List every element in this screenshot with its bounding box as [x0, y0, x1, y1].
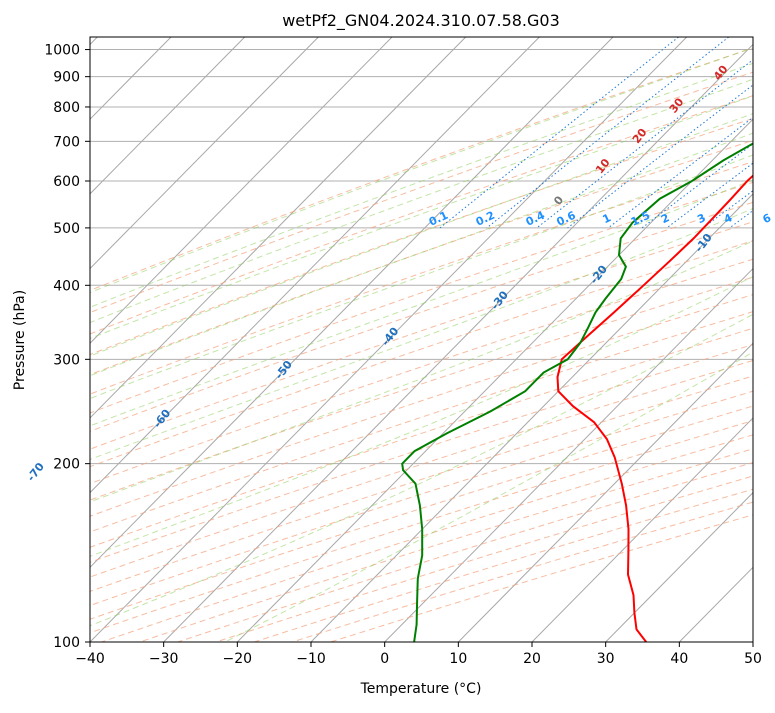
x-tick-label: 20	[523, 651, 541, 667]
x-axis-title: Temperature (°C)	[360, 681, 482, 697]
x-tick-label: −10	[296, 651, 326, 667]
y-tick-label: 600	[53, 174, 80, 190]
y-tick-label: 400	[53, 278, 80, 294]
y-tick-label: 700	[53, 134, 80, 150]
y-tick-label: 900	[53, 70, 80, 86]
x-tick-label: 30	[597, 651, 615, 667]
y-tick-label: 200	[53, 457, 80, 473]
y-tick-label: 100	[53, 635, 80, 651]
x-tick-label: 40	[670, 651, 688, 667]
x-tick-label: 50	[744, 651, 762, 667]
x-tick-label: −40	[75, 651, 105, 667]
y-tick-label: 800	[53, 100, 80, 116]
x-tick-label: −20	[223, 651, 253, 667]
x-tick-label: −30	[149, 651, 179, 667]
y-tick-label: 1000	[44, 43, 80, 59]
x-tick-label: 0	[380, 651, 389, 667]
chart-title: wetPf2_GN04.2024.310.07.58.G03	[282, 11, 560, 31]
y-axis-title: Pressure (hPa)	[12, 290, 28, 390]
y-tick-label: 500	[53, 221, 80, 237]
x-tick-label: 10	[449, 651, 467, 667]
y-tick-label: 300	[53, 352, 80, 368]
